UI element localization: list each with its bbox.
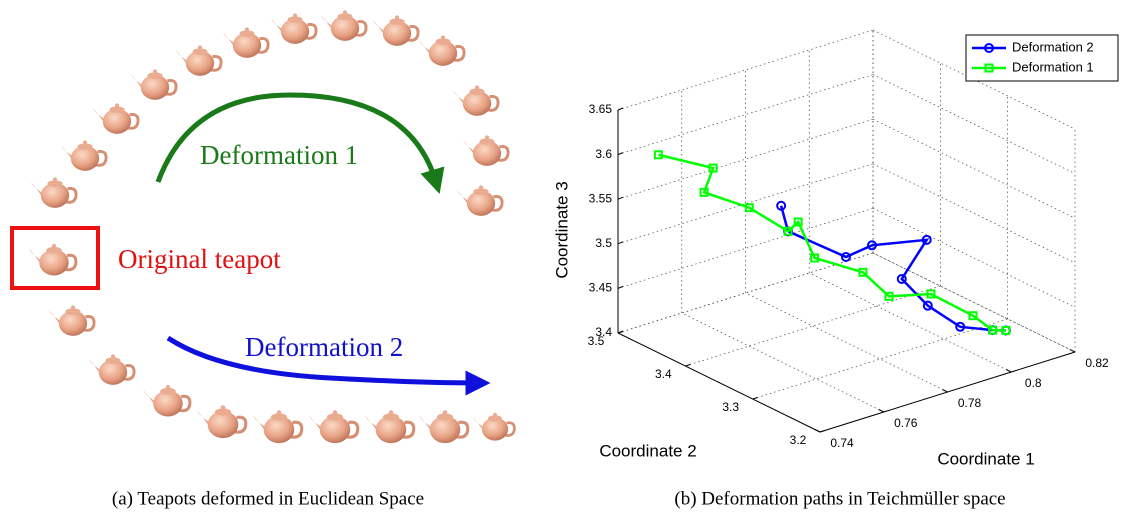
caption: (b) Deformation paths in Teichmüller spa…: [674, 488, 1005, 509]
grid-line: [873, 164, 1075, 263]
teapot-panel: Deformation 1 Original teapot Deformatio…: [12, 10, 514, 509]
grid-line: [873, 253, 1075, 352]
grid-line: [618, 75, 873, 155]
annotation: Deformation 1: [200, 140, 358, 170]
tick-mark: [1006, 370, 1011, 373]
x-axis-label: Coordinate 1: [937, 449, 1034, 468]
tick-mark: [618, 242, 623, 244]
tick-mark: [685, 365, 690, 367]
axis-line: [820, 352, 1075, 432]
tick-mark: [618, 197, 623, 199]
x-tick-label: 0.8: [1025, 376, 1042, 390]
grid-line: [746, 293, 948, 392]
x-tick-label: 0.78: [958, 396, 982, 410]
z-axis-label: Coordinate 3: [552, 181, 571, 278]
tick-mark: [618, 108, 623, 110]
x-tick-label: 0.74: [830, 436, 854, 450]
z-tick-label: 3.65: [589, 102, 613, 116]
grid-line: [753, 319, 1008, 399]
legend-label: Deformation 1: [1012, 59, 1094, 74]
tick-mark: [618, 153, 623, 155]
grid-line: [873, 208, 1075, 307]
tick-mark: [943, 390, 948, 393]
y-axis-label: Coordinate 2: [599, 441, 696, 460]
legend: Deformation 2 Deformation 1: [966, 35, 1118, 81]
grid-line: [873, 119, 1075, 218]
figure: Deformation 1 Original teapot Deformatio…: [0, 0, 1123, 520]
z-tick-label: 3.5: [595, 236, 612, 250]
series-line: [658, 155, 1006, 331]
z-tick-label: 3.45: [589, 281, 613, 295]
grid-line: [873, 75, 1075, 174]
annotation: Deformation 2: [245, 332, 403, 362]
tick-mark: [1070, 350, 1075, 353]
y-tick-label: 3.4: [655, 367, 672, 381]
caption: (a) Teapots deformed in Euclidean Space: [112, 488, 424, 509]
annotation: Original teapot: [118, 244, 281, 274]
tick-mark: [753, 398, 758, 400]
y-tick-label: 3.2: [790, 433, 807, 447]
grid-line: [682, 313, 884, 412]
z-tick-label: 3.6: [595, 147, 612, 161]
tick-mark: [879, 410, 884, 413]
z-tick-label: 3.4: [595, 325, 612, 339]
y-tick-label: 3.3: [722, 400, 739, 414]
x-tick-label: 0.76: [894, 416, 918, 430]
axis-line: [618, 333, 820, 432]
z-tick-label: 3.55: [589, 191, 613, 205]
chart: (b) Deformation paths in Teichmüller spa…: [552, 30, 1118, 509]
grid-line: [873, 253, 1075, 352]
tick-mark: [618, 286, 623, 288]
x-tick-label: 0.82: [1085, 356, 1109, 370]
legend-label: Deformation 2: [1012, 39, 1094, 54]
